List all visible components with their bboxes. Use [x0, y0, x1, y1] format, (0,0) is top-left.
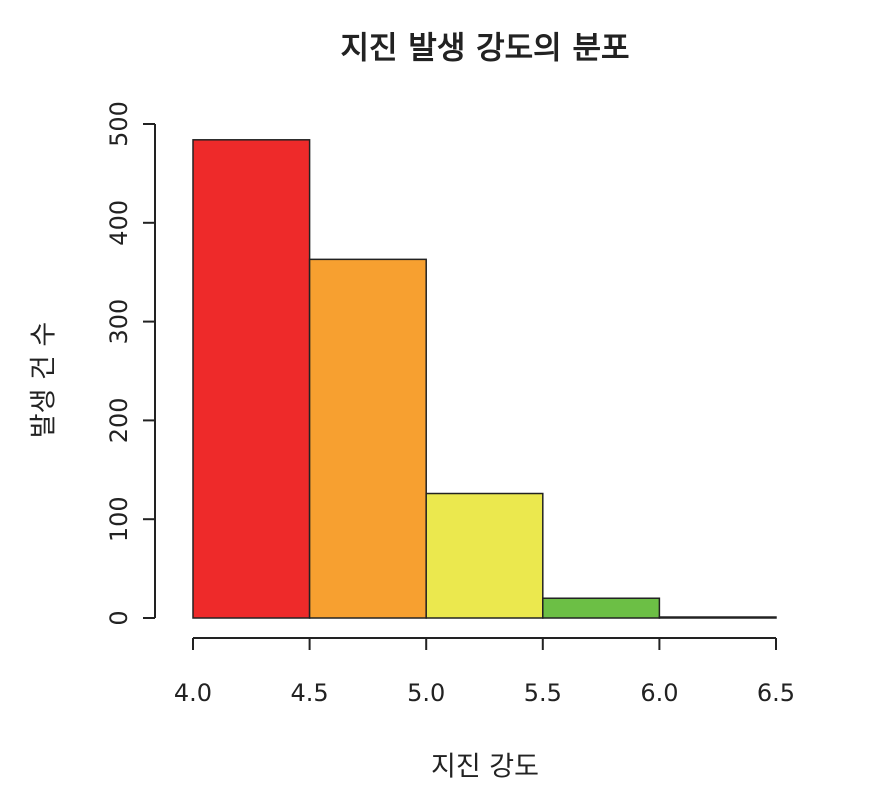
- x-tick-label: 4.0: [174, 679, 212, 707]
- y-tick-label: 400: [105, 200, 133, 246]
- y-tick-label: 100: [105, 496, 133, 542]
- bar: [425, 492, 544, 619]
- x-tick-label: 5.0: [407, 679, 445, 707]
- bar: [542, 597, 661, 619]
- y-axis-label: 발생 건 수: [29, 322, 60, 439]
- x-tick-label: 6.5: [757, 679, 795, 707]
- bar: [192, 139, 311, 619]
- bar: [658, 616, 777, 619]
- chart-title: 지진 발생 강도의 분포: [340, 31, 629, 67]
- y-tick-label: 200: [105, 397, 133, 443]
- y-tick-label: 500: [105, 101, 133, 147]
- bar: [308, 258, 427, 619]
- x-axis-label: 지진 강도: [431, 752, 539, 783]
- y-tick-label: 300: [105, 299, 133, 345]
- x-tick-label: 4.5: [291, 679, 329, 707]
- y-tick-label: 0: [105, 610, 133, 625]
- x-tick-label: 6.0: [640, 679, 678, 707]
- x-tick-label: 5.5: [524, 679, 562, 707]
